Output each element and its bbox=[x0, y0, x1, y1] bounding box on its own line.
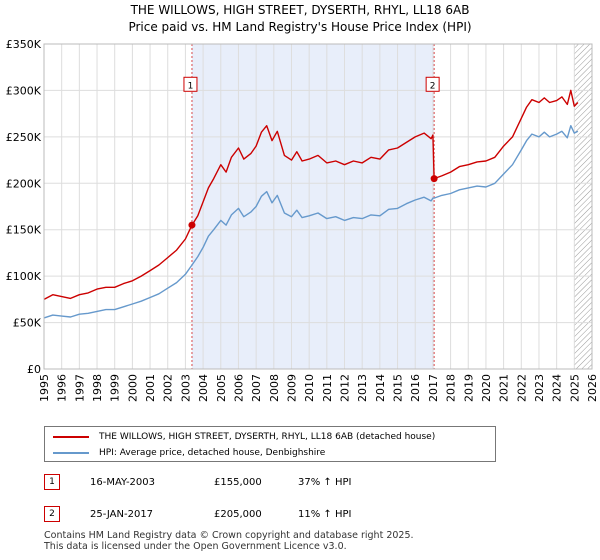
x-tick-label: 2019 bbox=[462, 374, 475, 402]
hpi-line bbox=[43, 124, 579, 319]
chart-title: THE WILLOWS, HIGH STREET, DYSERTH, RHYL,… bbox=[0, 2, 600, 36]
x-tick-label: 2002 bbox=[162, 374, 175, 402]
sale-number-badge: 1 bbox=[44, 474, 60, 490]
x-tick-label: 1996 bbox=[56, 374, 69, 402]
plot-border bbox=[43, 43, 593, 370]
sale-label-box bbox=[425, 76, 440, 92]
sale-date: 25-JAN-2017 bbox=[90, 509, 154, 520]
y-tick-label: £0 bbox=[27, 363, 41, 376]
footer: Contains HM Land Registry data © Crown c… bbox=[44, 530, 414, 552]
legend-swatch-hpi bbox=[53, 452, 89, 454]
y-tick-label: £100K bbox=[6, 270, 42, 283]
x-tick-label: 2011 bbox=[321, 374, 334, 402]
x-tick-label: 2013 bbox=[356, 374, 369, 402]
x-tick-label: 2017 bbox=[427, 374, 440, 402]
x-tick-label: 2010 bbox=[303, 374, 316, 402]
x-tick-label: 2008 bbox=[268, 374, 281, 402]
sale-number-badge: 2 bbox=[44, 506, 60, 522]
x-tick-label: 2012 bbox=[339, 374, 352, 402]
sale-label-text: 2 bbox=[430, 81, 436, 91]
x-tick-label: 2004 bbox=[197, 374, 210, 402]
sale-date: 16-MAY-2003 bbox=[90, 477, 156, 488]
x-tick-label: 2022 bbox=[515, 374, 528, 402]
sale-label-box bbox=[183, 76, 198, 92]
legend-label-hpi: HPI: Average price, detached house, Denb… bbox=[99, 448, 326, 458]
sale-hpi-change: 11% ↑ HPI bbox=[298, 509, 352, 520]
x-tick-label: 1999 bbox=[109, 374, 122, 402]
shaded-period bbox=[191, 44, 435, 369]
x-tick-label: 2023 bbox=[533, 374, 546, 402]
x-tick-label: 2015 bbox=[392, 374, 405, 402]
y-tick-label: £150K bbox=[6, 224, 42, 237]
x-tick-label: 2024 bbox=[551, 374, 564, 402]
title-line-1: THE WILLOWS, HIGH STREET, DYSERTH, RHYL,… bbox=[130, 3, 470, 17]
x-tick-label: 2003 bbox=[179, 374, 192, 402]
x-tick-label: 2020 bbox=[480, 374, 493, 402]
x-tick-label: 1995 bbox=[38, 374, 51, 402]
axes: £0 £50K £100K £150K £200K £250K £300K £350K 1995… bbox=[6, 38, 599, 402]
shaded-region bbox=[191, 44, 592, 369]
title-line-2: Price paid vs. HM Land Registry's House … bbox=[128, 20, 472, 34]
x-tick-label: 2000 bbox=[126, 374, 139, 402]
x-tick-label: 2006 bbox=[232, 374, 245, 402]
legend-item-hpi: HPI: Average price, detached house, Denb… bbox=[53, 446, 325, 460]
x-tick-label: 2009 bbox=[285, 374, 298, 402]
sale-hpi-change: 37% ↑ HPI bbox=[298, 477, 352, 488]
x-tick-label: 2001 bbox=[144, 374, 157, 402]
sale-price: £205,000 bbox=[214, 509, 262, 520]
x-tick-label: 2016 bbox=[409, 374, 422, 402]
footer-line-2: This data is licensed under the Open Gov… bbox=[44, 541, 347, 552]
sale-label-text: 1 bbox=[188, 81, 194, 91]
legend-label-price: THE WILLOWS, HIGH STREET, DYSERTH, RHYL,… bbox=[99, 432, 436, 442]
x-tick-label: 2005 bbox=[215, 374, 228, 402]
x-tick-label: 2026 bbox=[586, 374, 599, 402]
footer-line-1: Contains HM Land Registry data © Crown c… bbox=[44, 530, 414, 541]
sale-point bbox=[430, 175, 438, 183]
sale-point bbox=[188, 221, 196, 229]
y-tick-label: £300K bbox=[6, 84, 42, 97]
y-tick-label: £350K bbox=[6, 38, 42, 51]
x-tick-label: 1998 bbox=[91, 374, 104, 402]
price-paid-line bbox=[43, 89, 579, 301]
sale-price: £155,000 bbox=[214, 477, 262, 488]
legend-item-price: THE WILLOWS, HIGH STREET, DYSERTH, RHYL,… bbox=[53, 430, 435, 444]
x-tick-label: 2018 bbox=[445, 374, 458, 402]
y-tick-label: £50K bbox=[13, 317, 42, 330]
series-lines bbox=[43, 89, 579, 319]
x-tick-label: 1997 bbox=[73, 374, 86, 402]
x-tick-label: 2014 bbox=[374, 374, 387, 402]
legend: THE WILLOWS, HIGH STREET, DYSERTH, RHYL,… bbox=[44, 426, 496, 462]
y-tick-label: £250K bbox=[6, 131, 42, 144]
x-tick-label: 2007 bbox=[250, 374, 263, 402]
y-tick-label: £200K bbox=[6, 177, 42, 190]
x-tick-label: 2025 bbox=[568, 374, 581, 402]
x-tick-label: 2021 bbox=[498, 374, 511, 402]
legend-swatch-price bbox=[53, 436, 89, 438]
hatched-region bbox=[574, 44, 592, 369]
